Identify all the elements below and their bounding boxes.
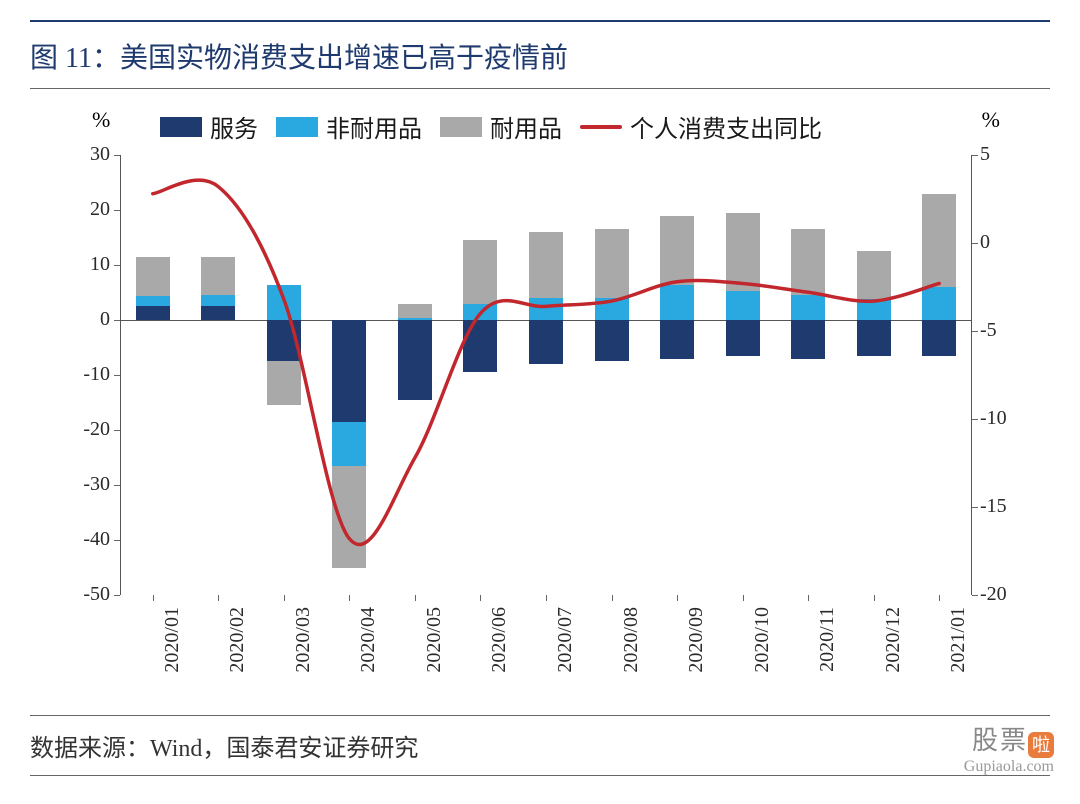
- watermark-badge: 啦: [1028, 732, 1054, 758]
- x-tick-label: 2020/08: [620, 607, 643, 673]
- y-left-tick: -50: [60, 583, 110, 606]
- x-tick-mark: [349, 595, 350, 601]
- y-right-tick: 0: [980, 231, 1030, 254]
- figure-title: 图 11：美国实物消费支出增速已高于疫情前: [30, 20, 1050, 89]
- y-left-tick: 20: [60, 198, 110, 221]
- x-tick-mark: [218, 595, 219, 601]
- consumption-line: [153, 180, 939, 544]
- x-tick-label: 2020/05: [423, 607, 446, 673]
- x-tick-label: 2020/12: [882, 607, 905, 673]
- y-right-tick-mark: [972, 419, 978, 420]
- x-tick-mark: [546, 595, 547, 601]
- x-tick-mark: [415, 595, 416, 601]
- x-tick-label: 2020/01: [161, 607, 184, 673]
- legend-label-series1: 服务: [210, 109, 258, 144]
- y-left-tick: 10: [60, 253, 110, 276]
- y-right-tick-mark: [972, 331, 978, 332]
- title-text: 美国实物消费支出增速已高于疫情前: [120, 43, 568, 74]
- source-line: 数据来源：Wind，国泰君安证券研究: [30, 715, 1050, 776]
- x-tick-mark: [808, 595, 809, 601]
- chart-area: % % 服务 非耐用品 耐用品 个人消费支出同比 3020100-10-2: [30, 107, 1050, 707]
- x-tick-mark: [480, 595, 481, 601]
- legend: 服务 非耐用品 耐用品 个人消费支出同比: [160, 109, 822, 144]
- title-prefix: 图 11：: [30, 43, 120, 74]
- watermark-url: Gupiaola.com: [964, 758, 1054, 775]
- x-tick-label: 2020/03: [292, 607, 315, 673]
- legend-item-series3: 耐用品: [440, 109, 562, 144]
- legend-item-series1: 服务: [160, 109, 258, 144]
- y-right-tick-mark: [972, 243, 978, 244]
- x-tick-label: 2020/02: [226, 607, 249, 673]
- plot-region: 3020100-10-20-30-40-5050-5-10-15-202020/…: [120, 155, 972, 595]
- x-tick-label: 2020/09: [685, 607, 708, 673]
- legend-label-series3: 耐用品: [490, 109, 562, 144]
- x-tick-mark: [153, 595, 154, 601]
- x-tick-label: 2020/11: [816, 607, 839, 672]
- swatch-series3: [440, 117, 482, 137]
- legend-item-series2: 非耐用品: [276, 109, 422, 144]
- x-tick-mark: [612, 595, 613, 601]
- x-tick-mark: [939, 595, 940, 601]
- swatch-series2: [276, 117, 318, 137]
- x-tick-label: 2020/07: [554, 607, 577, 673]
- y-left-tick-mark: [114, 595, 120, 596]
- swatch-series1: [160, 117, 202, 137]
- y-right-tick: -5: [980, 319, 1030, 342]
- legend-label-line: 个人消费支出同比: [630, 109, 822, 144]
- watermark: 股票啦 Gupiaola.com: [964, 727, 1054, 776]
- y-left-tick: 30: [60, 143, 110, 166]
- x-tick-mark: [874, 595, 875, 601]
- swatch-line: [580, 125, 622, 129]
- legend-item-line: 个人消费支出同比: [580, 109, 822, 144]
- y-right-unit: %: [982, 107, 1000, 133]
- y-left-tick: -20: [60, 418, 110, 441]
- x-tick-mark: [743, 595, 744, 601]
- y-right-tick-mark: [972, 595, 978, 596]
- x-tick-label: 2020/06: [488, 607, 511, 673]
- line-series: [120, 155, 972, 595]
- x-tick-label: 2021/01: [947, 607, 970, 673]
- x-tick-label: 2020/10: [751, 607, 774, 673]
- watermark-text: 股票: [972, 726, 1028, 755]
- y-right-tick: -20: [980, 583, 1030, 606]
- y-left-tick: -40: [60, 528, 110, 551]
- y-right-tick: -15: [980, 495, 1030, 518]
- x-tick-label: 2020/04: [357, 607, 380, 673]
- y-right-tick-mark: [972, 507, 978, 508]
- y-left-tick: -10: [60, 363, 110, 386]
- y-left-tick: -30: [60, 473, 110, 496]
- legend-label-series2: 非耐用品: [326, 109, 422, 144]
- y-left-unit: %: [92, 107, 110, 133]
- x-tick-mark: [677, 595, 678, 601]
- x-tick-mark: [284, 595, 285, 601]
- y-right-tick-mark: [972, 155, 978, 156]
- y-right-tick: 5: [980, 143, 1030, 166]
- y-left-tick: 0: [60, 308, 110, 331]
- y-right-tick: -10: [980, 407, 1030, 430]
